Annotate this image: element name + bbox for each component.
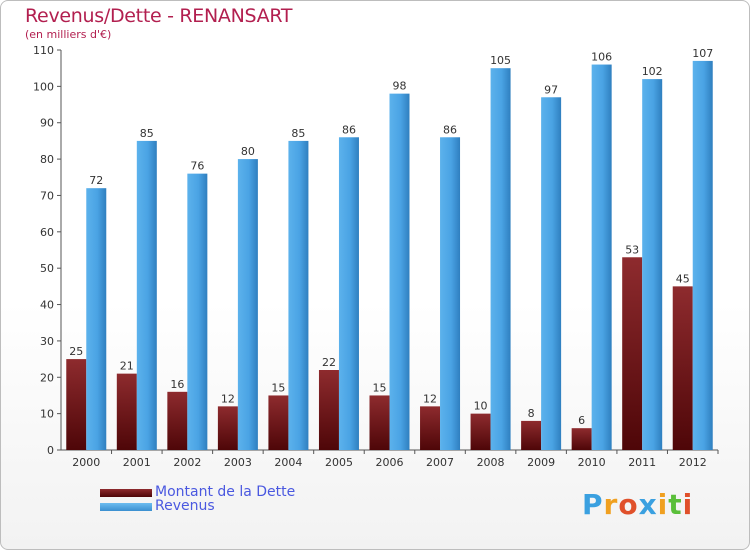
bar-debt — [571, 428, 592, 450]
logo-letter: o — [618, 488, 639, 521]
data-label-debt: 15 — [373, 381, 387, 394]
bar-revenue — [389, 93, 410, 451]
bar-debt — [420, 406, 441, 450]
logo-letter: i — [682, 488, 694, 521]
y-tick-label: 100 — [33, 80, 54, 93]
y-tick-label: 20 — [40, 371, 54, 384]
data-label-debt: 25 — [69, 345, 83, 358]
bar-revenue — [541, 97, 562, 450]
bar-debt — [66, 359, 87, 450]
x-tick-label: 2006 — [376, 456, 404, 469]
bar-debt — [167, 391, 188, 450]
bar-debt — [369, 395, 390, 450]
data-label-debt: 16 — [170, 378, 184, 391]
data-label-debt: 15 — [271, 381, 285, 394]
legend-label-debt: Montant de la Dette — [155, 484, 296, 500]
y-tick-label: 70 — [40, 189, 54, 202]
bar-revenue — [136, 140, 157, 450]
bar-debt — [622, 257, 643, 450]
x-tick-label: 2001 — [123, 456, 151, 469]
data-label-debt: 6 — [578, 414, 585, 427]
bar-debt — [268, 395, 289, 450]
bar-revenue — [440, 137, 461, 451]
bar-revenue — [237, 159, 258, 450]
bar-revenue — [642, 79, 663, 450]
data-label-revenue: 86 — [443, 123, 457, 136]
x-tick-label: 2008 — [477, 456, 505, 469]
x-tick-label: 2003 — [224, 456, 252, 469]
logo-letter: t — [668, 488, 683, 521]
y-tick-label: 10 — [40, 408, 54, 421]
bar-revenue — [86, 188, 107, 450]
bar-revenue — [490, 68, 511, 450]
data-label-revenue: 85 — [140, 127, 154, 140]
bar-debt — [116, 373, 137, 450]
data-label-revenue: 76 — [190, 160, 204, 173]
data-label-debt: 22 — [322, 356, 336, 369]
logo-letter: i — [657, 488, 669, 521]
data-label-debt: 21 — [120, 360, 134, 373]
bar-revenue — [338, 137, 359, 451]
data-label-revenue: 98 — [393, 80, 407, 93]
bar-debt — [318, 370, 339, 450]
bar-revenue — [591, 64, 612, 450]
x-tick-label: 2000 — [72, 456, 100, 469]
y-tick-label: 50 — [40, 262, 54, 275]
data-label-revenue: 85 — [291, 127, 305, 140]
bar-revenue — [187, 173, 208, 451]
data-label-debt: 8 — [528, 407, 535, 420]
logo-letter: P — [582, 488, 604, 521]
x-tick-label: 2012 — [679, 456, 707, 469]
data-label-revenue: 80 — [241, 145, 255, 158]
y-tick-label: 90 — [40, 117, 54, 130]
x-tick-label: 2009 — [527, 456, 555, 469]
data-label-debt: 12 — [221, 392, 235, 405]
logo-letter: x — [638, 488, 658, 521]
data-label-debt: 10 — [474, 400, 488, 413]
y-tick-label: 30 — [40, 335, 54, 348]
legend-label-revenue: Revenus — [155, 498, 215, 514]
bar-debt — [672, 286, 693, 450]
bar-debt — [217, 406, 238, 450]
data-label-debt: 53 — [625, 243, 639, 256]
y-tick-label: 80 — [40, 153, 54, 166]
y-tick-label: 40 — [40, 299, 54, 312]
x-tick-label: 2010 — [578, 456, 606, 469]
data-label-revenue: 106 — [591, 51, 612, 64]
data-label-revenue: 102 — [642, 65, 663, 78]
x-tick-label: 2002 — [173, 456, 201, 469]
chart-title: Revenus/Dette - RENANSART — [25, 5, 293, 27]
data-label-debt: 12 — [423, 392, 437, 405]
data-label-revenue: 105 — [490, 54, 511, 67]
legend-swatch-revenue — [100, 503, 152, 511]
bar-debt — [470, 413, 491, 450]
bar-debt — [521, 420, 542, 450]
bar-revenue — [692, 60, 713, 451]
x-tick-label: 2007 — [426, 456, 454, 469]
data-label-revenue: 107 — [692, 47, 713, 60]
data-label-revenue: 97 — [544, 83, 558, 96]
y-tick-label: 60 — [40, 226, 54, 239]
bar-revenue — [288, 140, 309, 450]
legend-swatch-debt — [100, 489, 152, 497]
proxiti-logo: Proxiti — [582, 488, 693, 521]
x-tick-label: 2004 — [274, 456, 302, 469]
chart-subtitle: (en milliers d'€) — [25, 28, 112, 41]
y-tick-label: 0 — [47, 444, 54, 457]
data-label-revenue: 72 — [89, 174, 103, 187]
y-tick-label: 110 — [33, 44, 54, 57]
data-label-revenue: 86 — [342, 123, 356, 136]
x-tick-label: 2005 — [325, 456, 353, 469]
data-label-debt: 45 — [676, 272, 690, 285]
logo-letter: r — [603, 488, 619, 521]
x-tick-label: 2011 — [628, 456, 656, 469]
